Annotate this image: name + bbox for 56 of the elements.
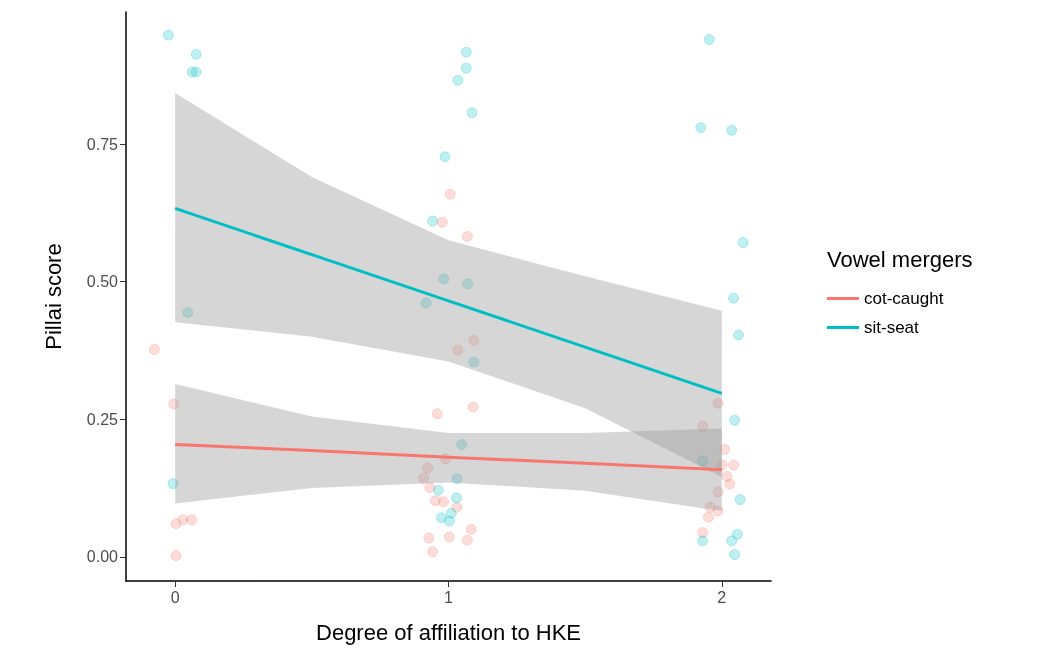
- point: [729, 414, 741, 426]
- point: [460, 46, 472, 58]
- point: [438, 496, 450, 508]
- x-tick-label: 2: [717, 588, 727, 606]
- point: [162, 29, 174, 41]
- point: [148, 343, 160, 355]
- point: [467, 401, 479, 413]
- point: [724, 478, 736, 490]
- point: [427, 546, 439, 558]
- y-tick-label: 0.25: [86, 410, 119, 428]
- point: [186, 514, 198, 526]
- x-tick-label: 1: [444, 588, 454, 606]
- point: [435, 512, 447, 524]
- x-tick-label: 0: [170, 588, 180, 606]
- y-tick-label: 0.50: [86, 273, 119, 291]
- point: [702, 511, 714, 523]
- point: [439, 151, 451, 163]
- legend-label: sit-seat: [864, 318, 920, 337]
- point: [465, 523, 477, 535]
- line-series: [173, 206, 724, 395]
- point: [177, 514, 189, 526]
- y-tick-label: 0.00: [86, 548, 119, 566]
- point: [170, 550, 182, 562]
- point: [460, 62, 472, 74]
- point: [731, 528, 743, 540]
- point: [450, 492, 462, 504]
- point: [703, 34, 715, 46]
- point: [726, 535, 738, 547]
- point: [695, 122, 707, 134]
- x-axis-title: Degree of affiliation to HKE: [316, 619, 581, 645]
- point: [190, 48, 202, 60]
- point: [461, 534, 473, 546]
- y-axis-title: Pillai score: [40, 243, 66, 350]
- point: [461, 231, 473, 243]
- point: [729, 549, 741, 561]
- point: [445, 507, 457, 519]
- point: [436, 216, 448, 228]
- point: [423, 532, 435, 544]
- point: [728, 459, 740, 471]
- point: [443, 531, 455, 543]
- point: [726, 124, 738, 136]
- point: [697, 535, 709, 547]
- point: [432, 484, 444, 496]
- point: [444, 188, 456, 200]
- point: [427, 215, 439, 227]
- point: [732, 329, 744, 341]
- legend-title: Vowel mergers: [827, 246, 973, 272]
- point: [466, 107, 478, 119]
- point: [190, 66, 202, 78]
- point: [734, 494, 746, 506]
- point: [728, 292, 740, 304]
- point: [431, 408, 443, 420]
- point: [452, 74, 464, 86]
- y-tick-label: 0.75: [86, 135, 119, 153]
- point: [737, 237, 749, 249]
- legend-label: cot-caught: [864, 289, 944, 308]
